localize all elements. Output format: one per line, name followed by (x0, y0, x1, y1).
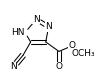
Text: O: O (69, 41, 76, 50)
Text: N: N (10, 62, 17, 71)
Text: N: N (33, 15, 40, 24)
Text: OCH₃: OCH₃ (72, 49, 95, 58)
Text: HN: HN (11, 28, 25, 37)
Text: N: N (45, 22, 52, 31)
Text: O: O (55, 62, 62, 71)
